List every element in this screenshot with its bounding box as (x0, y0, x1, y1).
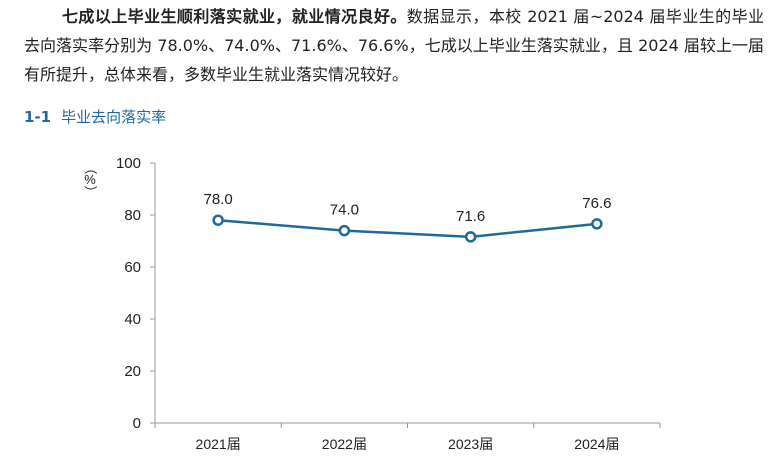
y-tick-label: 100 (116, 155, 141, 172)
y-tick-label: 80 (124, 207, 141, 224)
x-tick-label: 2021届 (196, 436, 241, 452)
paragraph-text: 数据显示，本校 2021 届~2024 届毕业生的毕业去向落实率分别为 78.0… (24, 7, 764, 84)
y-axis-label: （ (83, 161, 98, 174)
series-line (218, 218, 598, 239)
y-tick-label: 40 (124, 311, 141, 328)
data-label: 76.6 (582, 195, 611, 212)
intro-paragraph: 七成以上毕业生顺利落实就业，就业情况良好。数据显示，本校 2021 届~2024… (24, 2, 764, 89)
figure-title: 毕业去向落实率 (61, 108, 167, 126)
figure-caption: 1-1 毕业去向落实率 (24, 106, 166, 127)
data-point (464, 231, 477, 243)
y-axis-label: ） (83, 185, 98, 198)
x-tick-label: 2022届 (322, 436, 367, 452)
y-tick-label: 20 (124, 363, 141, 380)
data-label: 71.6 (456, 208, 485, 225)
data-point (212, 214, 224, 226)
data-point (591, 218, 603, 230)
y-axis-label: % (84, 172, 96, 187)
figure-number: 1-1 (24, 108, 52, 126)
data-label: 78.0 (204, 191, 233, 208)
paragraph-bold: 七成以上毕业生顺利落实就业，就业情况良好。 (62, 7, 407, 26)
x-tick-label: 2024届 (574, 436, 619, 452)
data-point (338, 224, 351, 237)
y-tick-label: 0 (133, 415, 141, 432)
x-tick-label: 2023届 (448, 436, 493, 452)
data-label: 74.0 (330, 202, 359, 219)
y-tick-label: 60 (124, 259, 141, 276)
